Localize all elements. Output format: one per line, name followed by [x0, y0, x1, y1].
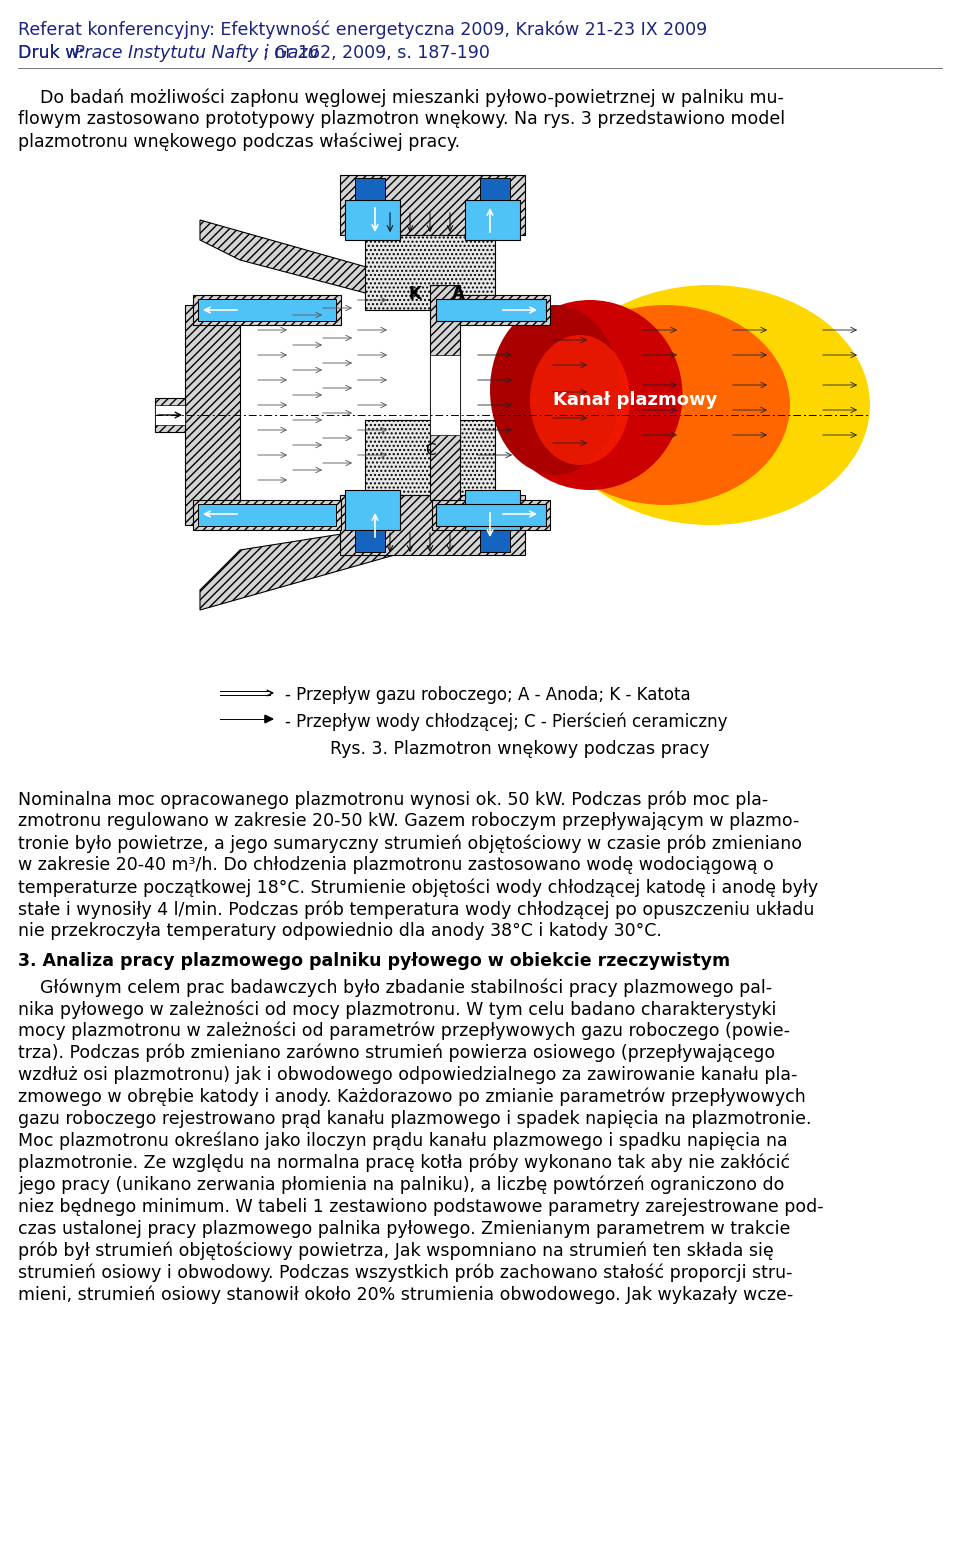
Text: czas ustalonej pracy plazmowego palnika pyłowego. Zmienianym parametrem w trakci: czas ustalonej pracy plazmowego palnika … [18, 1220, 790, 1239]
Text: prób był strumień objętościowy powietrza, Jak wspomniano na strumień ten składa : prób był strumień objętościowy powietrza… [18, 1242, 774, 1260]
Bar [365, 235, 495, 310]
Text: K: K [409, 285, 421, 302]
Bar [155, 405, 185, 425]
Ellipse shape [550, 285, 870, 525]
Text: C: C [424, 442, 435, 458]
Text: niez będnego minimum. W tabeli 1 zestawiono podstawowe parametry zarejestrowane : niez będnego minimum. W tabeli 1 zestawi… [18, 1198, 824, 1215]
Bar [185, 305, 240, 525]
Bar [155, 397, 185, 432]
Bar [480, 530, 510, 552]
Text: Moc plazmotronu określano jako iloczyn prądu kanału plazmowego i spadku napięcia: Moc plazmotronu określano jako iloczyn p… [18, 1133, 787, 1150]
Bar [365, 421, 495, 495]
Bar [430, 285, 460, 500]
Polygon shape [200, 220, 430, 310]
Bar [345, 199, 400, 240]
Text: nie przekroczyła temperatury odpowiednio dla anody 38°C i katody 30°C.: nie przekroczyła temperatury odpowiednio… [18, 922, 661, 939]
Bar [355, 178, 385, 199]
Bar [430, 355, 460, 435]
Text: Kanał plazmowy: Kanał plazmowy [553, 391, 717, 410]
Ellipse shape [497, 301, 683, 491]
Text: jego pracy (unikano zerwania płomienia na palniku), a liczbę powtórzeń ograniczo: jego pracy (unikano zerwania płomienia n… [18, 1176, 784, 1195]
Bar [436, 299, 546, 321]
Text: plazmotronu wnękowego podczas właściwej pracy.: plazmotronu wnękowego podczas właściwej … [18, 132, 460, 151]
Text: Druk w:: Druk w: [18, 44, 89, 62]
Polygon shape [200, 262, 430, 548]
Text: strumień osiowy i obwodowy. Podczas wszystkich prób zachowano stałość proporcji : strumień osiowy i obwodowy. Podczas wszy… [18, 1264, 793, 1282]
Bar [355, 530, 385, 552]
Text: stałe i wynosiły 4 l/min. Podczas prób temperatura wody chłodzącej po opuszczeni: stałe i wynosiły 4 l/min. Podczas prób t… [18, 901, 814, 919]
Bar [340, 174, 525, 235]
Bar [432, 500, 550, 530]
Ellipse shape [530, 335, 630, 464]
Text: nika pyłowego w zależności od mocy plazmotronu. W tym celu badano charakterystyk: nika pyłowego w zależności od mocy plazm… [18, 1000, 777, 1019]
Text: ; nr 162, 2009, s. 187-190: ; nr 162, 2009, s. 187-190 [263, 44, 491, 62]
Bar [436, 503, 546, 527]
Text: mieni, strumień osiowy stanowił około 20% strumienia obwodowego. Jak wykazały wc: mieni, strumień osiowy stanowił około 20… [18, 1285, 793, 1304]
Text: Głównym celem prac badawczych było zbadanie stabilności pracy plazmowego pal-: Głównym celem prac badawczych było zbada… [18, 978, 772, 997]
Bar [465, 491, 520, 530]
Text: flowym zastosowano prototypowy plazmotron wnękowy. Na rys. 3 przedstawiono model: flowym zastosowano prototypowy plazmotro… [18, 111, 785, 128]
Bar [198, 503, 336, 527]
Text: Druk w:: Druk w: [18, 44, 89, 62]
Bar [193, 294, 341, 326]
Bar [480, 178, 510, 199]
Text: wzdłuż osi plazmotronu) jak i obwodowego odpowiedzialnego za zawirowanie kanału : wzdłuż osi plazmotronu) jak i obwodowego… [18, 1066, 798, 1084]
Bar [340, 495, 525, 555]
Bar [198, 299, 336, 321]
Text: - Przepływ gazu roboczego; A - Anoda; K - Katota: - Przepływ gazu roboczego; A - Anoda; K … [285, 686, 690, 704]
Text: Nominalna moc opracowanego plazmotronu wynosi ok. 50 kW. Podczas prób moc pla-: Nominalna moc opracowanego plazmotronu w… [18, 790, 768, 809]
Text: Prace Instytutu Nafty i Gazu: Prace Instytutu Nafty i Gazu [75, 44, 319, 62]
Text: plazmotronie. Ze względu na normalna pracę kotła próby wykonano tak aby nie zakł: plazmotronie. Ze względu na normalna pra… [18, 1154, 790, 1173]
Text: mocy plazmotronu w zależności od parametrów przepływowych gazu roboczego (powie-: mocy plazmotronu w zależności od paramet… [18, 1022, 790, 1041]
Text: gazu roboczego rejestrowano prąd kanału plazmowego i spadek napięcia na plazmotr: gazu roboczego rejestrowano prąd kanału … [18, 1109, 811, 1128]
Text: temperaturze początkowej 18°C. Strumienie objętości wody chłodzącej katodę i ano: temperaturze początkowej 18°C. Strumieni… [18, 879, 818, 896]
Text: w zakresie 20-40 m³/h. Do chłodzenia plazmotronu zastosowano wodę wodociągową o: w zakresie 20-40 m³/h. Do chłodzenia pla… [18, 855, 774, 874]
Bar [432, 294, 550, 326]
Text: tronie było powietrze, a jego sumaryczny strumień objętościowy w czasie prób zmi: tronie było powietrze, a jego sumaryczny… [18, 834, 802, 852]
Text: Do badań możliwości zapłonu węglowej mieszanki pyłowo-powietrznej w palniku mu-: Do badań możliwości zapłonu węglowej mie… [18, 87, 784, 106]
Bar [345, 491, 400, 530]
Bar [465, 199, 520, 240]
Text: - Przepływ wody chłodzącej; C - Pierścień ceramiczny: - Przepływ wody chłodzącej; C - Pierście… [285, 712, 728, 731]
Text: Referat konferencyjny: Efektywność energetyczna 2009, Kraków 21-23 IX 2009: Referat konferencyjny: Efektywność energ… [18, 20, 708, 39]
Ellipse shape [490, 305, 620, 475]
Text: A: A [451, 285, 465, 302]
Text: zmowego w obrębie katody i anody. Każdorazowo po zmianie parametrów przepływowyc: zmowego w obrębie katody i anody. Każdor… [18, 1087, 805, 1106]
Text: zmotronu regulowano w zakresie 20-50 kW. Gazem roboczym przepływającym w plazmo-: zmotronu regulowano w zakresie 20-50 kW.… [18, 812, 800, 830]
Text: Rys. 3. Plazmotron wnękowy podczas pracy: Rys. 3. Plazmotron wnękowy podczas pracy [330, 740, 709, 759]
Text: 3. Analiza pracy plazmowego palniku pyłowego w obiekcie rzeczywistym: 3. Analiza pracy plazmowego palniku pyło… [18, 952, 731, 971]
Ellipse shape [540, 305, 790, 505]
Text: trza). Podczas prób zmieniano zarówno strumień powierza osiowego (przepływająceg: trza). Podczas prób zmieniano zarówno st… [18, 1044, 775, 1063]
Bar [193, 500, 341, 530]
Polygon shape [200, 520, 430, 611]
